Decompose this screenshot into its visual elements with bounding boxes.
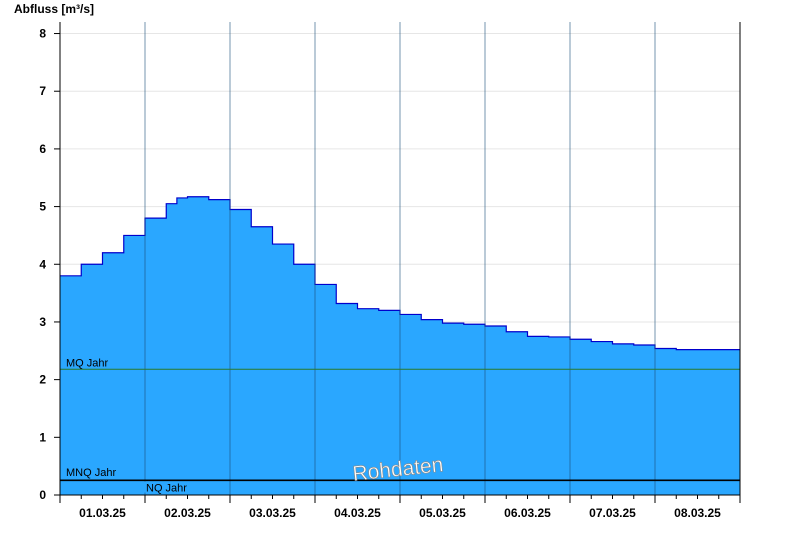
y-tick-label: 7: [39, 84, 46, 98]
discharge-line: [60, 196, 740, 351]
x-tick-label: 07.03.25: [589, 506, 636, 520]
reference-label-nq: NQ Jahr: [146, 483, 187, 495]
y-tick-label: 4: [39, 257, 46, 271]
x-tick-label: 02.03.25: [164, 506, 211, 520]
y-tick-label: 6: [39, 142, 46, 156]
day-divider-layer: [144, 22, 656, 495]
x-tick-label: 04.03.25: [334, 506, 381, 520]
reference-label-gap: [141, 481, 197, 493]
axis-layer: 0 1 2 3 4 5 6 7 8 01.03.25 02.03.25 03.03.25 04.03.2…: [39, 22, 741, 520]
x-tick-label: 05.03.25: [419, 506, 466, 520]
y-tick-label: 0: [39, 488, 46, 502]
reference-lines-layer: MQ Jahr MNQ Jahr NQ Jahr: [60, 357, 740, 495]
x-tick-label: 06.03.25: [504, 506, 551, 520]
y-tick-label: 8: [39, 27, 46, 41]
y-tick-label: 3: [39, 315, 46, 329]
x-tick-label: 03.03.25: [249, 506, 296, 520]
y-tick-label: 5: [39, 200, 46, 214]
reference-label-mq: MQ Jahr: [66, 357, 109, 369]
y-tick-label: 2: [39, 373, 46, 387]
y-tick-label: 1: [39, 430, 46, 444]
y-axis-title: Abfluss [m³/s]: [14, 2, 94, 16]
x-tick-label: 08.03.25: [674, 506, 721, 520]
reference-label-mnq: MNQ Jahr: [66, 467, 116, 479]
x-tick-label: 01.03.25: [79, 506, 126, 520]
